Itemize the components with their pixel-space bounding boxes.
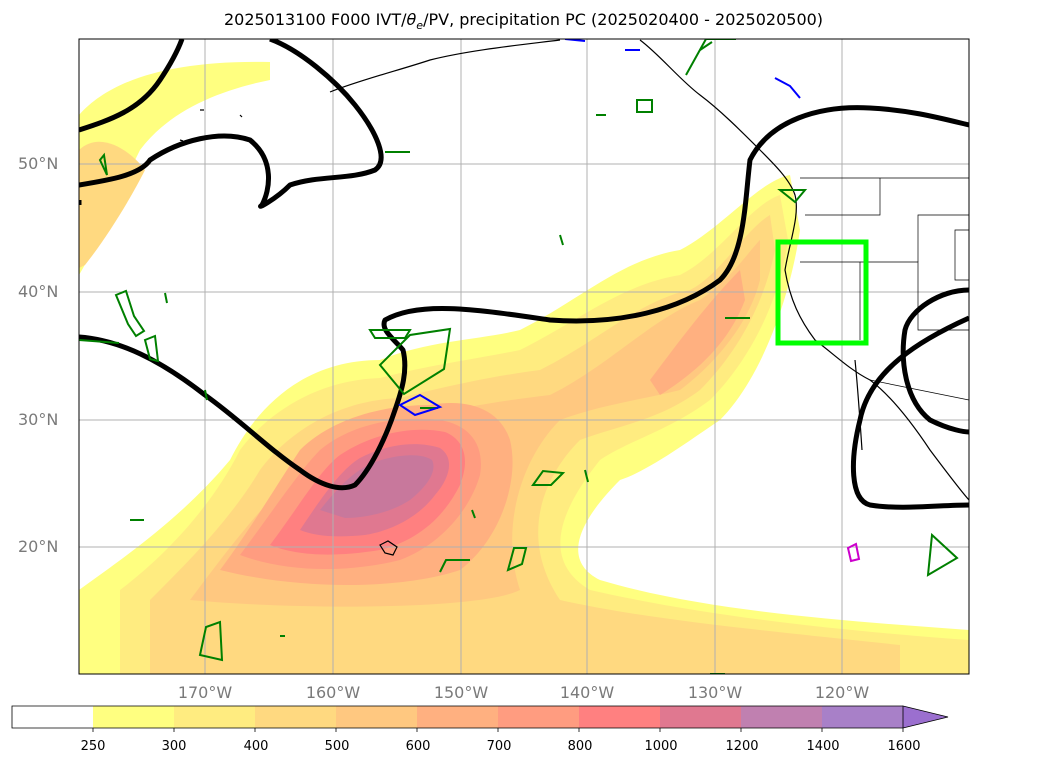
colorbar-segment bbox=[12, 706, 94, 728]
pv-contours-magenta bbox=[846, 542, 861, 563]
colorbar-tick-800: 800 bbox=[567, 739, 593, 754]
colorbar-frame bbox=[11, 705, 903, 729]
colorbar-segment bbox=[174, 706, 256, 728]
colorbar-segment bbox=[741, 706, 823, 728]
pv-contours-blue bbox=[398, 39, 801, 417]
lon-label-120w: 120°W bbox=[814, 683, 870, 702]
highlight-box bbox=[775, 239, 869, 346]
graticule bbox=[79, 39, 969, 674]
lat-label-30n: 30°N bbox=[18, 410, 59, 429]
colorbar-tick-1600: 1600 bbox=[887, 739, 921, 754]
colorbar-tick-700: 700 bbox=[486, 739, 512, 754]
lat-label-20n: 20°N bbox=[18, 537, 59, 556]
colorbar-tick-1400: 1400 bbox=[806, 739, 840, 754]
colorbar-extend-arrow bbox=[902, 705, 949, 729]
colorbar-tick-300: 300 bbox=[161, 739, 187, 754]
colorbar-tick-400: 400 bbox=[243, 739, 269, 754]
lat-label-50n: 50°N bbox=[18, 154, 59, 173]
chart-title: 2025013100 F000 IVT/θe/PV, precipitation… bbox=[223, 10, 824, 33]
colorbar-tick-1200: 1200 bbox=[725, 739, 759, 754]
colorbar-tick-250: 250 bbox=[80, 739, 106, 754]
colorbar-tick-600: 600 bbox=[405, 739, 431, 754]
colorbar-segment bbox=[579, 706, 661, 728]
black-contours bbox=[79, 39, 969, 510]
colorbar bbox=[11, 705, 949, 732]
lon-label-140w: 140°W bbox=[559, 683, 615, 702]
colorbar-segment bbox=[822, 706, 904, 728]
lon-label-130w: 130°W bbox=[687, 683, 743, 702]
coastlines bbox=[179, 39, 969, 556]
colorbar-segment bbox=[255, 706, 337, 728]
colorbar-segment bbox=[93, 706, 175, 728]
map-frame bbox=[78, 38, 970, 675]
pv-contours-green bbox=[79, 39, 959, 674]
lon-label-160w: 160°W bbox=[305, 683, 361, 702]
colorbar-segment bbox=[417, 706, 499, 728]
colorbar-segment bbox=[660, 706, 742, 728]
colorbar-tick-500: 500 bbox=[324, 739, 350, 754]
ivt-shading bbox=[79, 61, 969, 674]
lon-label-150w: 150°W bbox=[433, 683, 489, 702]
lat-label-40n: 40°N bbox=[18, 282, 59, 301]
lon-label-170w: 170°W bbox=[177, 683, 233, 702]
colorbar-tick-1000: 1000 bbox=[644, 739, 678, 754]
colorbar-segment bbox=[498, 706, 580, 728]
colorbar-segment bbox=[336, 706, 418, 728]
